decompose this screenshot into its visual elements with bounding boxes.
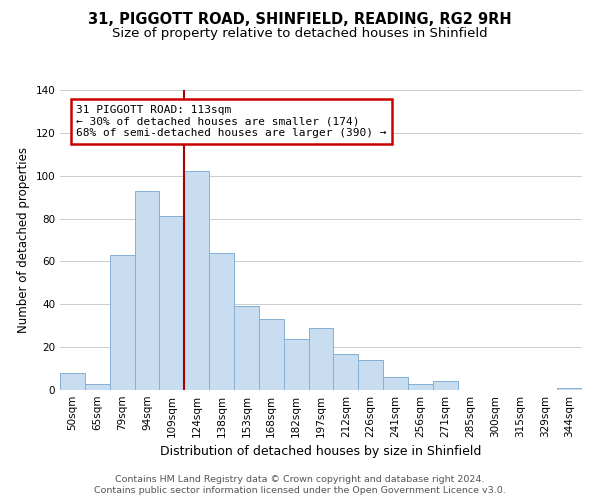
Bar xyxy=(110,255,134,390)
Bar xyxy=(234,306,259,390)
Text: 31 PIGGOTT ROAD: 113sqm
← 30% of detached houses are smaller (174)
68% of semi-d: 31 PIGGOTT ROAD: 113sqm ← 30% of detache… xyxy=(76,105,386,138)
Bar xyxy=(184,172,209,390)
Text: Size of property relative to detached houses in Shinfield: Size of property relative to detached ho… xyxy=(112,28,488,40)
Text: 31, PIGGOTT ROAD, SHINFIELD, READING, RG2 9RH: 31, PIGGOTT ROAD, SHINFIELD, READING, RG… xyxy=(88,12,512,28)
X-axis label: Distribution of detached houses by size in Shinfield: Distribution of detached houses by size … xyxy=(160,446,482,458)
Bar xyxy=(209,253,234,390)
Bar xyxy=(60,373,85,390)
Bar xyxy=(284,338,308,390)
Bar xyxy=(433,382,458,390)
Bar xyxy=(557,388,582,390)
Bar xyxy=(259,320,284,390)
Bar xyxy=(308,328,334,390)
Text: Contains public sector information licensed under the Open Government Licence v3: Contains public sector information licen… xyxy=(94,486,506,495)
Bar xyxy=(358,360,383,390)
Y-axis label: Number of detached properties: Number of detached properties xyxy=(17,147,30,333)
Bar xyxy=(160,216,184,390)
Bar xyxy=(85,384,110,390)
Bar xyxy=(134,190,160,390)
Bar xyxy=(383,377,408,390)
Bar xyxy=(408,384,433,390)
Bar xyxy=(334,354,358,390)
Text: Contains HM Land Registry data © Crown copyright and database right 2024.: Contains HM Land Registry data © Crown c… xyxy=(115,475,485,484)
